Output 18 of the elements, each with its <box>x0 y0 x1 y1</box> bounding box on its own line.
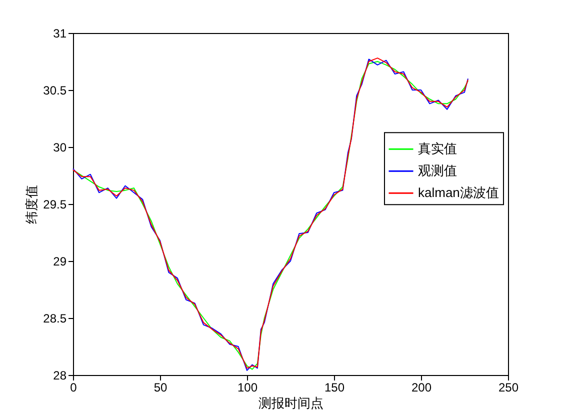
y-axis-title: 纬度值 <box>24 185 40 224</box>
legend-label: 真实值 <box>418 141 457 156</box>
x-tick-label: 200 <box>411 380 432 394</box>
y-tick-label: 28.5 <box>43 312 67 326</box>
y-tick-label: 29.5 <box>43 198 67 212</box>
y-tick-label: 28 <box>53 368 67 382</box>
x-tick-label: 0 <box>70 380 78 394</box>
legend-label: kalman滤波值 <box>418 185 499 200</box>
y-tick-label: 30 <box>53 140 67 154</box>
x-tick-label: 100 <box>237 380 258 394</box>
y-tick-label: 30.5 <box>43 84 67 98</box>
x-tick-label: 250 <box>498 380 519 394</box>
x-tick-label: 150 <box>324 380 345 394</box>
y-tick-label: 31 <box>53 26 67 40</box>
x-axis-title: 测报时间点 <box>258 396 324 410</box>
x-tick-label: 50 <box>154 380 168 394</box>
y-tick-label: 29 <box>53 254 67 268</box>
legend-label: 观测值 <box>418 163 457 178</box>
